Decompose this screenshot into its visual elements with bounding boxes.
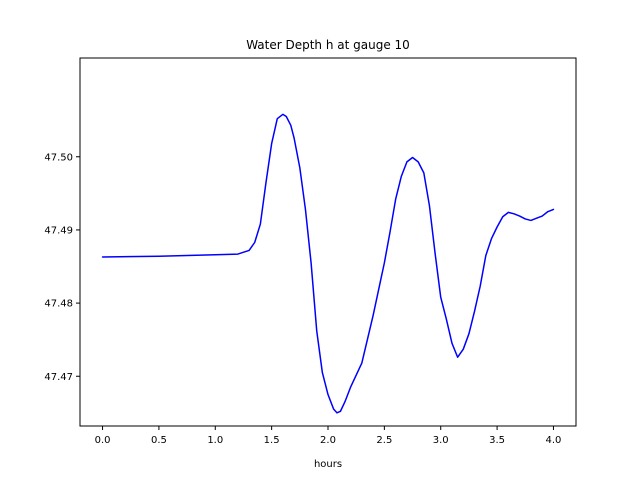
y-tick-label: 47.49 (44, 225, 73, 236)
plot-background (80, 58, 576, 426)
x-tick-label: 1.0 (207, 435, 223, 446)
x-tick-label: 0.5 (151, 435, 167, 446)
series-layer (101, 113, 555, 414)
x-tick-label: 4.0 (546, 435, 562, 446)
x-tick-label: 1.5 (264, 435, 280, 446)
y-tick-label: 47.50 (44, 152, 73, 163)
x-tick-label: 3.5 (489, 435, 505, 446)
y-tick-label: 47.48 (44, 299, 73, 310)
y-tick-label: 47.47 (44, 372, 73, 383)
x-tick-label: 3.0 (433, 435, 449, 446)
x-axis-label: hours (314, 459, 342, 470)
x-tick-label: 2.0 (320, 435, 336, 446)
chart-title: Water Depth h at gauge 10 (246, 38, 410, 52)
series-line (101, 113, 555, 414)
x-axis-ticks: 0.0 0.5 1.0 1.5 2.0 2.5 3.0 3.5 4.0 (95, 426, 562, 446)
y-axis-ticks: 47.47 47.48 47.49 47.50 (44, 152, 80, 383)
x-tick-label: 0.0 (95, 435, 111, 446)
x-tick-label: 2.5 (376, 435, 392, 446)
